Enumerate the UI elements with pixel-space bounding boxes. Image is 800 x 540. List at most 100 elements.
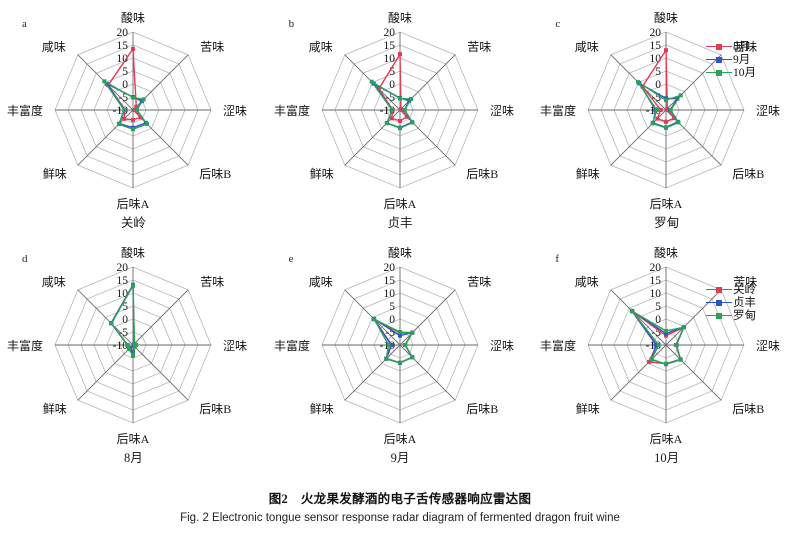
legend-top-entry[interactable]: 8月: [706, 40, 756, 53]
legend-bottom-entry[interactable]: 罗甸: [706, 309, 756, 322]
svg-text:后味A: 后味A: [117, 197, 150, 211]
svg-text:鲜味: 鲜味: [309, 402, 333, 416]
radar-series: [109, 283, 139, 358]
svg-text:后味A: 后味A: [650, 197, 683, 211]
legend-bottom-entry[interactable]: 贞丰: [706, 296, 756, 309]
legend-top-entry[interactable]: 9月: [706, 53, 756, 66]
svg-text:5: 5: [656, 66, 662, 78]
svg-text:咸味: 咸味: [308, 275, 332, 289]
svg-text:0: 0: [656, 314, 662, 326]
svg-text:0: 0: [122, 79, 128, 91]
svg-text:涩味: 涩味: [223, 103, 247, 118]
legend-label: 9月: [733, 53, 751, 66]
svg-text:咸味: 咸味: [308, 40, 332, 54]
svg-text:后味A: 后味A: [383, 197, 416, 211]
legend-swatch-icon: [706, 285, 732, 295]
svg-text:20: 20: [383, 262, 395, 274]
svg-text:酸味: 酸味: [388, 245, 412, 260]
svg-text:-5: -5: [652, 327, 662, 339]
caption-english: Fig. 2 Electronic tongue sensor response…: [180, 512, 620, 524]
radar-panel-a: 20 15 10 5 0 -5 -10 酸味 苦味 涩味 后味B 后味A 鲜味 丰富度 咸味 a 关岭: [0, 0, 267, 235]
legend-swatch-icon: [706, 42, 732, 52]
svg-text:酸味: 酸味: [654, 245, 678, 260]
svg-text:15: 15: [650, 40, 662, 52]
svg-text:20: 20: [650, 27, 662, 39]
svg-text:5: 5: [122, 301, 128, 313]
svg-text:10: 10: [383, 288, 395, 300]
legend-top: 8月 9月 10月: [706, 40, 756, 79]
svg-text:咸味: 咸味: [42, 40, 66, 54]
svg-text:丰富度: 丰富度: [274, 103, 310, 118]
radar-panel-b: 20 15 10 5 0 -5 -10 酸味 苦味 涩味 后味B 后味A 鲜味 丰富度 咸味 b 贞丰: [267, 0, 534, 235]
panel-title-b: 贞丰: [387, 216, 413, 230]
svg-text:后味B: 后味B: [733, 167, 765, 181]
panel-letter-f: f: [555, 253, 559, 265]
svg-text:10: 10: [650, 53, 662, 65]
svg-text:苦味: 苦味: [467, 40, 491, 54]
legend-swatch-icon: [706, 55, 732, 65]
radar-series: [371, 317, 414, 365]
svg-text:后味A: 后味A: [117, 432, 150, 446]
svg-text:10: 10: [117, 53, 129, 65]
svg-text:10: 10: [650, 288, 662, 300]
svg-text:丰富度: 丰富度: [540, 103, 576, 118]
panel-title-d: 8月: [123, 451, 143, 465]
svg-text:5: 5: [122, 66, 128, 78]
svg-text:0: 0: [122, 314, 128, 326]
svg-text:涩味: 涩味: [756, 338, 780, 353]
radar-chart-grid: 20 15 10 5 0 -5 -10 酸味 苦味 涩味 后味B 后味A 鲜味 丰富度 咸味 a 关岭 20 15…: [0, 0, 800, 470]
panel-title-e: 9月: [390, 451, 410, 465]
panel-title-a: 关岭: [120, 216, 146, 230]
svg-text:丰富度: 丰富度: [274, 338, 310, 353]
radar-series: [640, 48, 677, 124]
legend-bottom-entry[interactable]: 关岭: [706, 283, 756, 296]
svg-text:鲜味: 鲜味: [576, 402, 600, 416]
svg-text:咸味: 咸味: [575, 275, 599, 289]
legend-swatch-icon: [706, 298, 732, 308]
legend-label: 关岭: [733, 283, 756, 296]
svg-text:涩味: 涩味: [490, 103, 514, 118]
svg-text:鲜味: 鲜味: [309, 167, 333, 181]
svg-text:涩味: 涩味: [223, 338, 247, 353]
svg-text:苦味: 苦味: [467, 275, 491, 289]
legend-top-entry[interactable]: 10月: [706, 66, 756, 79]
svg-text:酸味: 酸味: [388, 10, 412, 25]
svg-text:15: 15: [117, 40, 129, 52]
svg-text:5: 5: [389, 301, 395, 313]
svg-text:苦味: 苦味: [200, 275, 224, 289]
svg-text:后味B: 后味B: [199, 167, 231, 181]
svg-text:15: 15: [383, 275, 395, 287]
radar-panel-f: 20 15 10 5 0 -5 -10 酸味 苦味 涩味 后味B 后味A 鲜味 丰富度 咸味 f 10月: [533, 235, 800, 470]
radar-series: [630, 309, 687, 366]
svg-text:咸味: 咸味: [42, 275, 66, 289]
legend-label: 8月: [733, 40, 751, 53]
legend-bottom: 关岭 贞丰 罗甸: [706, 283, 756, 322]
svg-text:20: 20: [650, 262, 662, 274]
svg-text:-5: -5: [118, 92, 128, 104]
panel-letter-a: a: [22, 18, 27, 30]
svg-text:后味B: 后味B: [199, 402, 231, 416]
svg-text:-10: -10: [113, 340, 129, 352]
svg-text:苦味: 苦味: [200, 40, 224, 54]
svg-text:-5: -5: [385, 92, 395, 104]
panel-title-f: 10月: [654, 451, 680, 465]
radar-panel-c: 20 15 10 5 0 -5 -10 酸味 苦味 涩味 后味B 后味A 鲜味 丰富度 咸味 c 罗甸: [533, 0, 800, 235]
svg-text:丰富度: 丰富度: [7, 338, 43, 353]
svg-text:酸味: 酸味: [121, 245, 145, 260]
svg-text:酸味: 酸味: [121, 10, 145, 25]
radar-panel-d: 20 15 10 5 0 -5 -10 酸味 苦味 涩味 后味B 后味A 鲜味 丰富度 咸味 d 8月: [0, 235, 267, 470]
svg-text:0: 0: [656, 79, 662, 91]
radar-spokes: [588, 267, 745, 423]
svg-text:-5: -5: [385, 327, 395, 339]
legend-swatch-icon: [706, 311, 732, 321]
svg-text:后味B: 后味B: [466, 167, 498, 181]
